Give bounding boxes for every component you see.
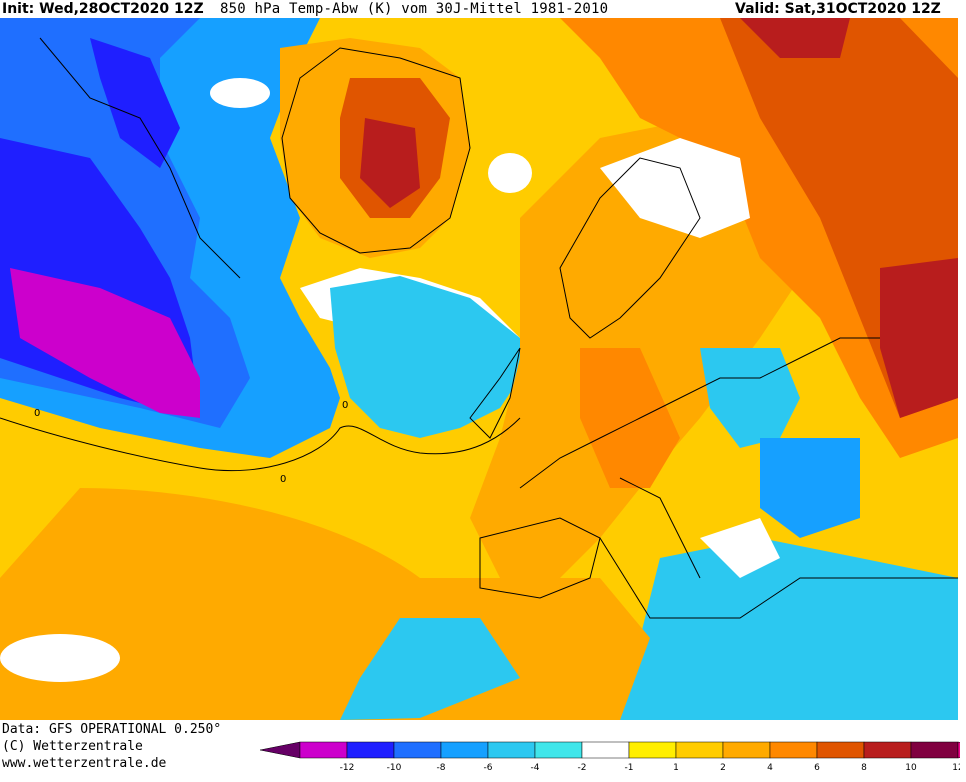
legend-tick-label: 12 [952,763,960,773]
valid-time-label: Valid: Sat,31OCT2020 12Z [735,1,941,17]
legend-tick-label: -2 [578,763,587,773]
legend-tick-label: -12 [340,763,355,773]
legend-swatch [769,741,818,759]
british-isles-coastline [469,347,521,439]
greenland-coastline [281,47,471,254]
map-canvas: 0 0 0 [0,18,958,720]
greenland-warm-peak [360,118,420,208]
legend-swatch [299,741,348,759]
color-legend: -12-10-8-6-4-2-1124681012 [255,740,966,778]
aegean-cold-pool [760,438,860,538]
zero-contour-line [0,417,521,472]
map-header: Init: Wed,28OCT2020 12Z 850 hPa Temp-Abw… [0,0,966,18]
legend-tick-label: -6 [484,763,493,773]
balkans-cold-pool [700,348,800,448]
europe-borders [519,337,880,489]
coastlines [39,37,958,619]
cold-anomaly-north [90,38,180,168]
mediterranean-near-zero [700,518,780,578]
barents-near-zero [600,138,750,238]
zero-contour-label: 0 [280,474,286,485]
init-time-label: Init: Wed,28OCT2020 12Z [2,1,204,17]
northeast-peak [740,18,850,58]
legend-swatch [675,741,724,759]
italy-coastline [619,477,701,579]
legend-tick-label: -1 [625,763,634,773]
legend-swatch [863,741,912,759]
norwegian-sea-near-zero [488,153,532,193]
baffin-near-zero [210,78,270,108]
legend-high-end [957,741,966,759]
zero-contour-label: 0 [34,408,40,419]
iberia-coastline [479,517,601,599]
north-africa-coastline [599,537,958,619]
scandinavia-coastline [559,157,701,339]
copyright-label: (C) Wetterzentrale [2,739,143,754]
legend-tick-label: -8 [437,763,446,773]
legend-swatch [440,741,489,759]
legend-tick-label: 8 [861,763,867,773]
data-source-label: Data: GFS OPERATIONAL 0.250° [2,722,222,737]
legend-tick-label: 6 [814,763,820,773]
east-mediterranean-cold [620,538,958,720]
cold-pool-mid-atlantic [330,276,520,438]
legend-swatch [534,741,583,759]
central-europe-warm-core [580,348,680,488]
legend-tick-label: 2 [720,763,726,773]
legend-tick-label: -4 [531,763,540,773]
legend-tick-label: -10 [387,763,402,773]
legend-swatch [393,741,442,759]
legend-swatch [722,741,771,759]
zero-contour-label: 0 [342,400,348,411]
cold-anomaly-extreme [10,268,200,418]
temperature-anomaly-map: 0 0 0 [0,18,958,720]
southwest-near-zero [0,634,120,682]
color-legend-svg: -12-10-8-6-4-2-1124681012 [259,741,966,773]
legend-swatch [487,741,536,759]
legend-swatch [346,741,395,759]
legend-tick-label: 4 [767,763,773,773]
legend-tick-label: 10 [905,763,917,773]
canada-coastline [39,37,241,279]
legend-low-end [259,741,301,759]
southwest-cold-pool [340,618,520,720]
legend-swatch [910,741,959,759]
legend-swatch [628,741,677,759]
map-title: 850 hPa Temp-Abw (K) vom 30J-Mittel 1981… [220,1,609,17]
website-label: www.wetterzentrale.de [2,756,167,771]
legend-swatch [816,741,865,759]
legend-tick-label: 1 [673,763,679,773]
russia-peak [880,258,958,418]
legend-swatch [581,741,630,759]
